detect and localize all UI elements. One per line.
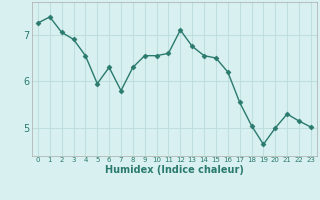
X-axis label: Humidex (Indice chaleur): Humidex (Indice chaleur) [105,165,244,175]
